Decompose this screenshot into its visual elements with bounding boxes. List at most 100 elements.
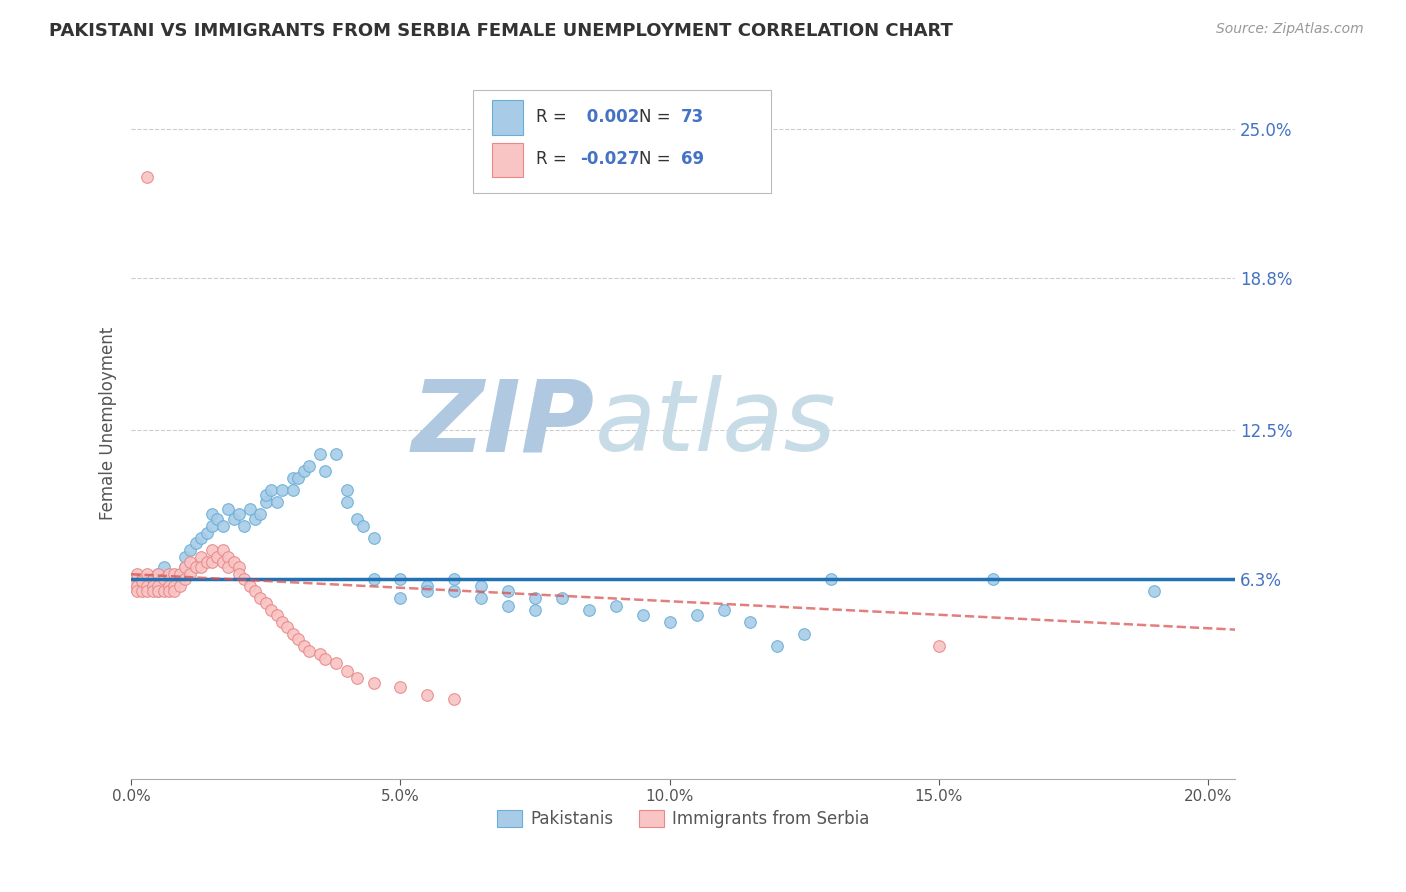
Point <box>136 572 159 586</box>
Y-axis label: Female Unemployment: Female Unemployment <box>100 327 117 520</box>
Point <box>201 555 224 569</box>
Point <box>228 560 250 574</box>
Point <box>217 502 239 516</box>
Point <box>443 692 465 706</box>
Point <box>163 584 186 599</box>
Text: R =: R = <box>536 108 567 126</box>
Point <box>163 579 186 593</box>
Point <box>207 512 229 526</box>
Point <box>157 579 180 593</box>
Point <box>211 519 233 533</box>
Point <box>325 657 347 671</box>
Point <box>152 572 174 586</box>
Legend: Pakistanis, Immigrants from Serbia: Pakistanis, Immigrants from Serbia <box>491 803 876 835</box>
Point <box>524 603 547 617</box>
Point <box>346 671 368 685</box>
Point <box>211 543 233 558</box>
Point <box>820 572 842 586</box>
Text: Source: ZipAtlas.com: Source: ZipAtlas.com <box>1216 22 1364 37</box>
Point <box>389 681 412 695</box>
Point <box>131 574 153 589</box>
FancyBboxPatch shape <box>492 101 523 135</box>
Point <box>131 584 153 599</box>
Point <box>169 572 191 586</box>
Point <box>260 483 283 497</box>
Point <box>222 512 245 526</box>
Point <box>363 572 385 586</box>
Point <box>496 599 519 613</box>
Point <box>120 579 142 593</box>
Point <box>131 572 153 586</box>
Point <box>363 531 385 545</box>
Point <box>233 519 256 533</box>
Point <box>281 627 304 641</box>
Point <box>195 555 218 569</box>
Point <box>179 543 201 558</box>
Point <box>551 591 574 606</box>
Text: 69: 69 <box>681 151 704 169</box>
Point <box>713 603 735 617</box>
Point <box>766 640 789 654</box>
Point <box>190 531 212 545</box>
Point <box>222 555 245 569</box>
Point <box>254 495 277 509</box>
Point <box>152 560 174 574</box>
Point <box>292 640 315 654</box>
Point <box>470 579 492 593</box>
Point <box>325 447 347 461</box>
Point <box>239 502 262 516</box>
Point <box>389 591 412 606</box>
Point <box>685 608 707 623</box>
Point <box>314 464 336 478</box>
Point <box>125 567 148 582</box>
Point <box>190 550 212 565</box>
Point <box>249 591 271 606</box>
Point <box>217 550 239 565</box>
Point <box>287 471 309 485</box>
FancyBboxPatch shape <box>492 143 523 178</box>
Point <box>416 584 439 599</box>
FancyBboxPatch shape <box>474 90 772 193</box>
Point <box>346 512 368 526</box>
Point <box>174 560 197 574</box>
Point <box>416 688 439 702</box>
Point <box>363 675 385 690</box>
Point <box>243 584 266 599</box>
Point <box>928 640 950 654</box>
Point <box>207 550 229 565</box>
Point <box>605 599 627 613</box>
Point <box>136 579 159 593</box>
Point <box>131 572 153 586</box>
Point <box>578 603 600 617</box>
Point <box>496 584 519 599</box>
Point <box>152 572 174 586</box>
Point <box>281 483 304 497</box>
Text: -0.027: -0.027 <box>581 151 640 169</box>
Point <box>233 572 256 586</box>
Point <box>314 651 336 665</box>
Point <box>125 572 148 586</box>
Point <box>136 584 159 599</box>
Text: 0.002: 0.002 <box>581 108 638 126</box>
Point <box>352 519 374 533</box>
Point <box>211 555 233 569</box>
Point <box>389 572 412 586</box>
Point <box>470 591 492 606</box>
Point <box>179 555 201 569</box>
Point <box>336 483 359 497</box>
Point <box>249 507 271 521</box>
Point <box>298 644 321 658</box>
Point <box>201 507 224 521</box>
Point <box>266 608 288 623</box>
Point <box>292 464 315 478</box>
Point <box>195 526 218 541</box>
Point <box>157 584 180 599</box>
Point <box>981 572 1004 586</box>
Point <box>142 584 165 599</box>
Point <box>142 572 165 586</box>
Point <box>271 483 294 497</box>
Text: atlas: atlas <box>595 376 837 472</box>
Text: 73: 73 <box>681 108 704 126</box>
Point <box>228 507 250 521</box>
Point <box>174 572 197 586</box>
